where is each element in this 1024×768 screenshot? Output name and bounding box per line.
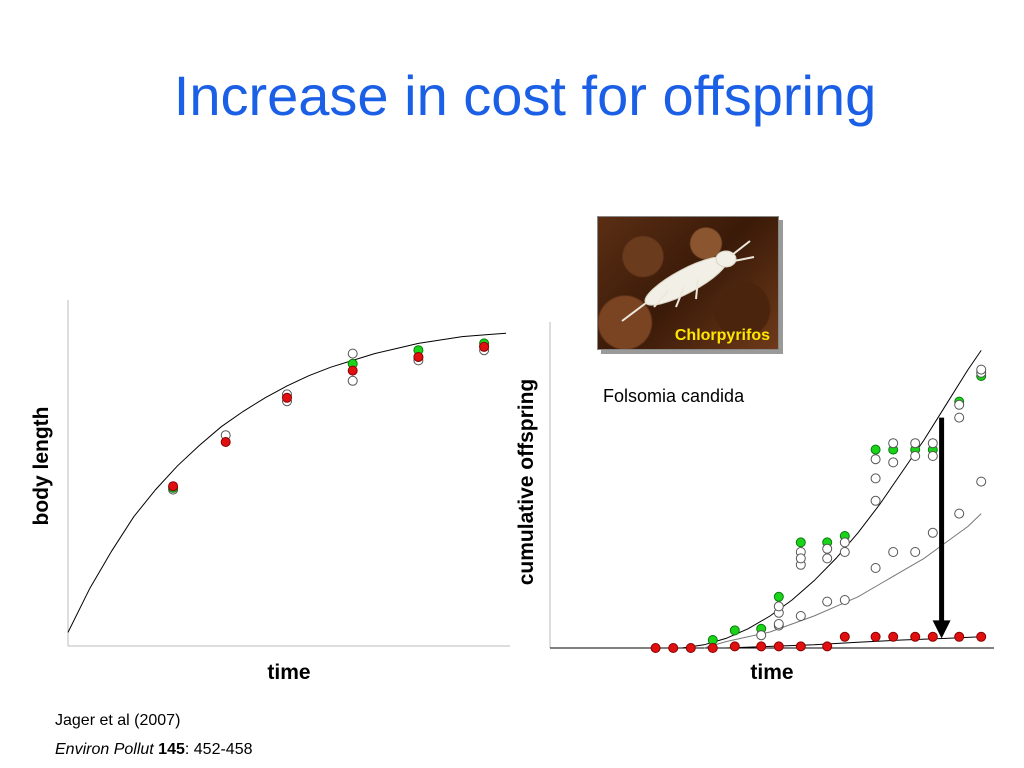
data-point (822, 641, 833, 652)
data-point (927, 451, 938, 461)
data-point (870, 473, 881, 484)
data-point (220, 437, 231, 447)
body-length-plot (67, 300, 510, 647)
data-point (773, 601, 784, 612)
data-point (888, 457, 899, 468)
data-point (729, 641, 740, 652)
springtail-icon (621, 240, 755, 322)
citation-pages: : 452-458 (184, 741, 253, 758)
data-point (870, 454, 881, 465)
data-point (413, 352, 424, 362)
data-point (888, 438, 899, 449)
data-point (954, 508, 965, 519)
data-point (773, 591, 784, 602)
folsomia-photo: Chlorpyrifos (597, 216, 779, 350)
data-point (870, 495, 881, 506)
data-point (839, 631, 850, 642)
data-point (954, 399, 965, 410)
data-point (839, 595, 850, 605)
left-y-axis-label: body length (30, 406, 53, 526)
data-point (976, 476, 987, 487)
citation-source: Environ Pollut 145: 452-458 (55, 735, 252, 764)
data-point (822, 543, 833, 554)
citation-journal: Environ Pollut (55, 741, 154, 758)
citation: Jager et al (2007) Environ Pollut 145: 4… (55, 706, 252, 764)
data-point (650, 643, 661, 653)
data-point (347, 365, 358, 376)
data-point (479, 341, 490, 352)
data-point (927, 438, 938, 449)
data-point (168, 481, 179, 492)
data-point (910, 547, 921, 557)
data-point (685, 643, 696, 653)
data-point (927, 527, 938, 538)
data-point (795, 611, 806, 621)
model-curve-line (725, 636, 982, 649)
data-point (822, 553, 833, 564)
data-point (773, 641, 784, 652)
slide-title: Increase in cost for offspring (173, 64, 877, 127)
cumulative-offspring-plot (549, 322, 994, 653)
data-point (888, 547, 899, 557)
data-point (756, 641, 767, 652)
data-point (795, 537, 806, 548)
data-point (910, 631, 921, 642)
data-point (839, 547, 850, 557)
data-point (668, 643, 679, 653)
data-point (976, 364, 987, 375)
data-point (795, 553, 806, 564)
citation-volume: 145 (158, 741, 185, 758)
data-point (870, 631, 881, 642)
data-point (910, 438, 921, 449)
data-point (795, 641, 806, 652)
data-point (822, 596, 833, 607)
data-point (282, 392, 292, 403)
data-point (707, 643, 718, 653)
data-point (347, 348, 358, 359)
left-x-axis-label: time (267, 661, 311, 684)
right-y-axis-label: cumulative offspring (515, 378, 538, 586)
data-point (910, 451, 921, 461)
citation-authors: Jager et al (2007) (55, 712, 181, 729)
photo-label: Chlorpyrifos (674, 327, 770, 344)
data-point (773, 619, 784, 629)
data-point (954, 412, 965, 423)
data-point (870, 563, 881, 573)
data-point (756, 630, 767, 641)
effect-arrow-head (932, 620, 951, 639)
data-point (839, 537, 850, 548)
data-point (927, 631, 938, 642)
data-point (347, 375, 358, 386)
data-point (888, 631, 899, 642)
data-point (954, 631, 965, 642)
data-point (729, 625, 740, 636)
data-point (870, 444, 881, 455)
model-curve-line (67, 332, 507, 633)
species-label: Folsomia candida (603, 386, 745, 406)
right-x-axis-label: time (750, 661, 794, 684)
data-point (976, 631, 987, 642)
